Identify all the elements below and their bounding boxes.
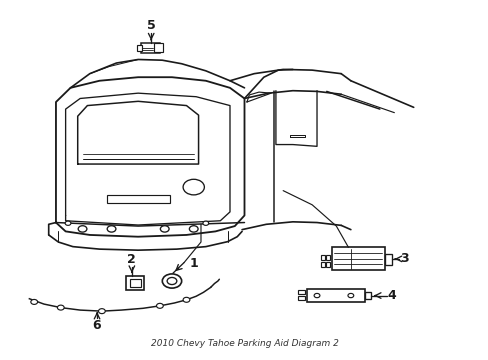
Circle shape (183, 297, 189, 302)
Circle shape (65, 221, 71, 225)
Bar (325, 255, 329, 260)
Bar (384, 255, 391, 265)
Bar (154, 43, 163, 52)
Bar (320, 262, 324, 267)
Circle shape (347, 293, 353, 298)
Bar (297, 290, 305, 294)
Circle shape (78, 226, 87, 232)
Text: 2: 2 (127, 253, 136, 266)
Bar (325, 262, 329, 267)
Circle shape (189, 226, 198, 232)
Text: 2010 Chevy Tahoe Parking Aid Diagram 2: 2010 Chevy Tahoe Parking Aid Diagram 2 (150, 339, 338, 348)
Text: 6: 6 (93, 319, 101, 332)
Bar (297, 296, 305, 300)
Bar (331, 247, 384, 270)
Bar (137, 45, 141, 51)
Circle shape (31, 300, 38, 305)
Bar (126, 276, 144, 290)
Bar (140, 43, 160, 53)
Circle shape (98, 309, 105, 314)
Circle shape (57, 305, 64, 310)
Circle shape (313, 293, 319, 298)
Bar (307, 289, 365, 302)
Circle shape (203, 221, 208, 225)
Circle shape (160, 226, 169, 232)
Circle shape (156, 303, 163, 308)
Circle shape (183, 179, 204, 195)
Bar (106, 195, 169, 203)
Text: 1: 1 (189, 257, 198, 270)
Text: 4: 4 (387, 289, 395, 302)
Circle shape (107, 226, 116, 232)
Bar (365, 292, 370, 299)
Text: 3: 3 (399, 252, 407, 265)
Circle shape (167, 278, 177, 284)
Circle shape (162, 274, 181, 288)
Bar (130, 279, 140, 287)
Bar (320, 255, 324, 260)
Text: 5: 5 (146, 19, 155, 32)
